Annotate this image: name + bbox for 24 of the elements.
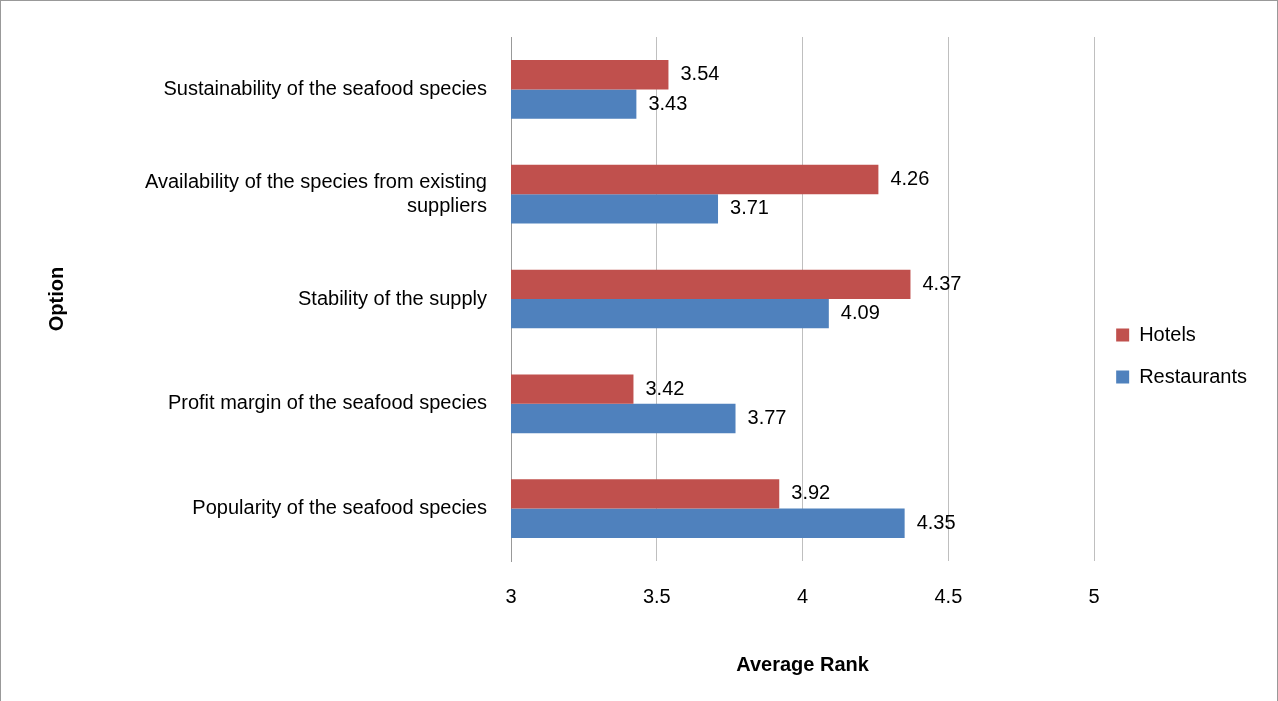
data-label: 4.37 (922, 271, 962, 294)
legend-label: Restaurants (1139, 364, 1248, 387)
x-tick-label: 3 (505, 584, 517, 607)
x-tick-label: 4.5 (934, 584, 963, 607)
data-label: 3.92 (791, 481, 831, 504)
y-tick-label: Availability of the species from existing suppliers (144, 169, 487, 216)
x-tick-label: 4 (797, 584, 809, 607)
y-tick-label: Popularity of the seafood species (192, 496, 487, 519)
data-label: 4.35 (916, 510, 956, 533)
data-label: 4.09 (840, 301, 880, 324)
x-tick-label: 3.5 (642, 584, 671, 607)
data-label: 3.43 (648, 91, 688, 114)
legend-label: Hotels (1139, 322, 1196, 345)
data-label: 3.77 (747, 405, 787, 428)
y-tick-label: Sustainability of the seafood species (163, 76, 487, 99)
data-label: 4.26 (890, 167, 930, 190)
data-label: 3.71 (730, 196, 769, 219)
y-tick-label: Profit margin of the seafood species (167, 391, 487, 414)
x-tick-label: 5 (1088, 584, 1100, 607)
data-label: 3.54 (680, 62, 720, 85)
data-label: 3.42 (645, 376, 685, 399)
x-axis-title: Average Rank (736, 652, 870, 675)
y-tick-label: Stability of the supply (298, 286, 487, 309)
y-axis-title: Option (44, 266, 67, 332)
